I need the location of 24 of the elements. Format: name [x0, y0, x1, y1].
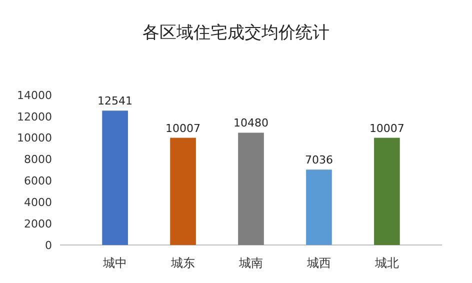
data-label: 7036 [304, 154, 333, 167]
x-tick-label: 城西 [306, 256, 331, 270]
y-tick-label: 14000 [17, 88, 52, 102]
chart-title: 各区域住宅成交均价统计 [142, 23, 330, 43]
bar [238, 132, 264, 245]
y-tick-label: 4000 [24, 196, 52, 209]
bar [170, 138, 196, 245]
x-tick-label: 城北 [374, 256, 399, 270]
x-tick-label: 城南 [238, 256, 263, 270]
y-tick-label: 6000 [24, 174, 52, 188]
y-tick-label: 0 [45, 238, 52, 252]
data-label: 12541 [98, 94, 133, 108]
bar [374, 138, 400, 245]
y-tick-label: 2000 [24, 217, 52, 230]
bar [102, 110, 128, 245]
x-tick-label: 城中 [102, 256, 128, 270]
y-tick-label: 12000 [17, 110, 52, 124]
y-tick-label: 8000 [24, 153, 52, 166]
bar [306, 170, 332, 245]
y-tick-label: 10000 [17, 132, 52, 145]
x-tick-label: 城东 [170, 256, 196, 270]
data-label: 10007 [369, 122, 404, 135]
data-label: 10480 [234, 116, 268, 130]
data-label: 10007 [166, 122, 201, 135]
